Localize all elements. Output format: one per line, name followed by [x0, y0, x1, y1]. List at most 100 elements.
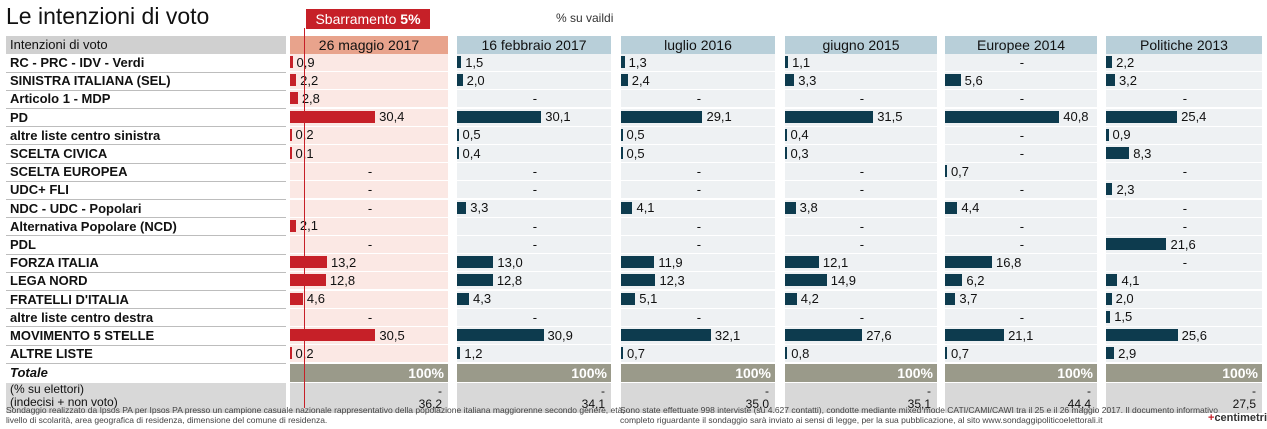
row-separator — [6, 289, 286, 291]
cell-background — [457, 72, 611, 90]
bar-value-label: 30,5 — [379, 327, 405, 343]
page-title: Le intenzioni di voto — [6, 3, 210, 29]
cell-background — [290, 290, 448, 308]
total-value: 100% — [408, 365, 444, 382]
threshold-line — [304, 28, 305, 408]
cell-background — [457, 308, 611, 326]
cell-background — [945, 345, 1097, 363]
party-label: Alternativa Popolare (NCD) — [10, 218, 177, 234]
bar-value-label: 25,4 — [1181, 109, 1207, 125]
bar-value-label: 27,6 — [866, 327, 892, 343]
row-separator — [6, 107, 286, 109]
bar-value-label: 3,8 — [799, 200, 818, 216]
bar-value-label: 16,8 — [996, 254, 1022, 270]
empty-value: - — [367, 237, 373, 252]
footer-left: Sondaggio realizzato da Ipsos PA per Ips… — [6, 405, 625, 425]
extra-dash: - — [601, 384, 605, 399]
empty-value: - — [1019, 127, 1025, 143]
cell-background — [457, 217, 611, 235]
empty-value: - — [532, 182, 538, 198]
empty-value: - — [859, 237, 865, 252]
total-background — [945, 364, 1097, 383]
extra-value: 44,4 — [1067, 397, 1091, 412]
cell-background — [785, 308, 937, 326]
empty-value: - — [532, 237, 538, 252]
bar-mark — [290, 147, 292, 159]
logo-text: centimetri — [1214, 412, 1267, 424]
empty-value: - — [1019, 237, 1025, 252]
cell-background — [290, 90, 448, 108]
bar-value-label: 5,1 — [639, 291, 658, 307]
bar-value-label: 11,9 — [658, 254, 683, 270]
extra-dash: - — [438, 384, 442, 399]
row-separator — [6, 253, 286, 255]
cell-background — [457, 90, 611, 108]
extra-background — [945, 383, 1097, 414]
bar-value-label: 21,6 — [1170, 236, 1196, 252]
cell-background — [457, 254, 611, 272]
cell-background — [945, 145, 1097, 162]
bar-mark — [457, 56, 462, 68]
cell-background — [621, 90, 775, 108]
party-label: SINISTRA ITALIANA (SEL) — [10, 73, 171, 89]
bar-value-label: 3,3 — [798, 72, 817, 88]
bar-mark — [621, 329, 711, 341]
bar-mark — [290, 128, 292, 141]
cell-background — [290, 126, 448, 144]
cell-background — [1106, 181, 1262, 199]
cell-background — [621, 126, 775, 144]
bar-value-label: 1,2 — [464, 345, 483, 361]
bar-value-label: 5,6 — [964, 72, 983, 88]
cell-background — [290, 254, 448, 272]
bar-mark — [621, 56, 625, 68]
extra-value: 35,1 — [907, 397, 931, 412]
bar-value-label: 0,9 — [1112, 127, 1131, 143]
cell-background — [1106, 199, 1262, 217]
column-header: 26 maggio 2017 — [290, 36, 448, 54]
bar-value-label: 13,0 — [497, 254, 523, 270]
bar-value-label: 1,1 — [792, 54, 811, 70]
cell-background — [457, 145, 611, 162]
bar-mark — [945, 274, 963, 287]
cell-background — [457, 272, 611, 290]
bar-value-label: 0,8 — [791, 345, 810, 361]
bar-mark — [1106, 310, 1111, 323]
bar-value-label: 13,2 — [330, 254, 357, 270]
cell-background — [945, 181, 1097, 199]
bar-mark — [621, 347, 623, 360]
party-label: SCELTA CIVICA — [10, 146, 108, 161]
empty-value: - — [367, 164, 373, 180]
cell-background — [621, 54, 775, 71]
cell-background — [1106, 217, 1262, 235]
bar-mark — [1106, 238, 1167, 250]
cell-background — [785, 181, 937, 199]
bar-mark — [621, 256, 655, 269]
cell-background — [457, 199, 611, 217]
cell-background — [621, 290, 775, 308]
bar-mark — [621, 128, 623, 141]
row-separator — [6, 198, 286, 200]
bar-mark — [945, 74, 961, 87]
cell-background — [621, 345, 775, 363]
cell-background — [290, 272, 448, 290]
bar-value-label: 4,1 — [1121, 272, 1140, 288]
bar-mark — [785, 201, 796, 214]
extra-value: 34,1 — [581, 397, 605, 412]
empty-value: - — [859, 182, 865, 198]
threshold-badge: Sbarramento 5% — [306, 9, 430, 29]
party-label: PD — [10, 109, 29, 125]
extra-dash: - — [1087, 384, 1091, 399]
footer-left-line2: livello di scolarità, area geografica di… — [6, 415, 328, 425]
bar-mark — [290, 329, 376, 341]
cell-background — [945, 72, 1097, 90]
total-background — [290, 364, 448, 383]
bar-mark — [290, 256, 327, 269]
cell-background — [785, 145, 937, 162]
bar-value-label: 12,3 — [659, 272, 685, 288]
total-background — [457, 364, 611, 383]
bar-value-label: 0,3 — [790, 145, 809, 161]
total-label: Totale — [10, 365, 48, 381]
bar-value-label: 1,5 — [1114, 309, 1133, 325]
empty-value: - — [1182, 218, 1188, 234]
cell-background — [290, 345, 448, 363]
